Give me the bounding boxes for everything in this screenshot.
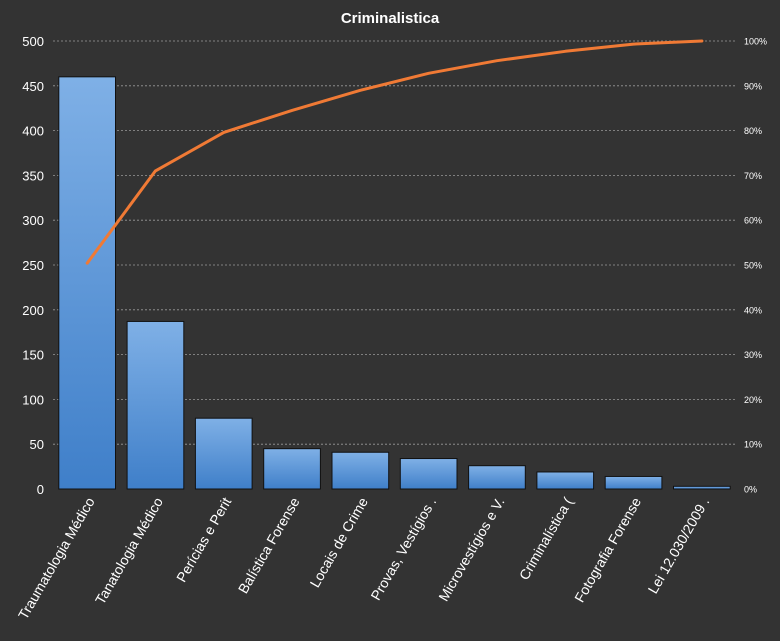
- bar: [58, 76, 116, 490]
- left-tick-label: 150: [22, 348, 44, 363]
- left-tick-label: 250: [22, 258, 44, 273]
- category-label: Perícias e Perit: [173, 494, 234, 584]
- left-tick-label: 450: [22, 79, 44, 94]
- category-label: Criminalística (: [516, 494, 576, 582]
- category-label: Microvestígios e V.: [435, 495, 507, 604]
- chart-title: Criminalistica: [341, 10, 440, 27]
- bar: [263, 448, 321, 490]
- right-tick-label: 60%: [744, 216, 762, 226]
- cumulative-line: [85, 39, 704, 265]
- category-label: Traumatologia Médico: [15, 494, 98, 622]
- category-label: Lei 12.030/2009 .: [644, 495, 712, 597]
- category-label: Balística Forense: [235, 494, 303, 596]
- right-tick-label: 30%: [744, 350, 762, 360]
- left-tick-label: 200: [22, 303, 44, 318]
- cumulative-line-path: [85, 39, 704, 265]
- bar: [536, 471, 595, 490]
- bar: [399, 458, 458, 490]
- left-tick-label: 100: [22, 392, 44, 407]
- bar: [194, 417, 253, 490]
- right-tick-label: 20%: [744, 395, 762, 405]
- right-tick-label: 40%: [744, 305, 762, 315]
- right-axis-ticks: 0% 10% 20% 30% 40% 50% 60% 70% 80% 90% 100%: [744, 37, 767, 495]
- bar: [468, 465, 526, 490]
- left-tick-label: 400: [22, 124, 44, 139]
- left-axis-ticks: 0 50 100 150 200 250 300 350 400 450 500: [22, 34, 44, 497]
- left-tick-label: 500: [22, 34, 44, 49]
- category-label: Tanatologia Médico: [92, 494, 166, 607]
- category-label: Locais de Crime: [307, 494, 372, 590]
- bar: [331, 451, 390, 490]
- right-tick-label: 10%: [744, 440, 762, 450]
- left-tick-label: 0: [37, 482, 44, 497]
- right-tick-label: 0%: [744, 485, 757, 495]
- right-tick-label: 100%: [744, 37, 767, 47]
- left-tick-label: 50: [30, 437, 44, 452]
- right-tick-label: 90%: [744, 81, 762, 91]
- left-tick-label: 350: [22, 168, 44, 183]
- right-tick-label: 80%: [744, 126, 762, 136]
- bar: [673, 485, 731, 490]
- bar: [604, 475, 663, 490]
- bar: [126, 320, 185, 490]
- category-label: Fotografia Forense: [571, 494, 644, 605]
- right-tick-label: 70%: [744, 171, 762, 181]
- left-tick-label: 300: [22, 213, 44, 228]
- bars: [58, 76, 731, 490]
- category-label: Provas, Vestígios .: [367, 495, 439, 603]
- right-tick-label: 50%: [744, 261, 762, 271]
